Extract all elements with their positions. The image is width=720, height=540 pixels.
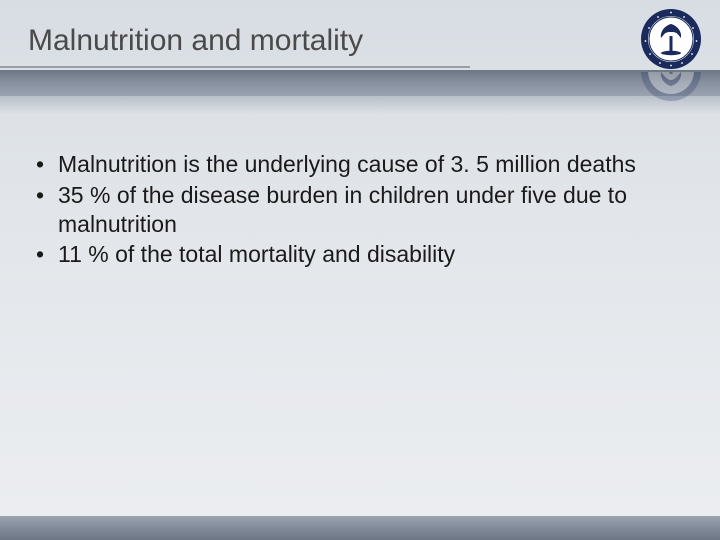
bullet-item: 35 % of the disease burden in children u… xyxy=(28,181,680,239)
institute-seal-reflection xyxy=(640,72,702,102)
header-bar xyxy=(0,70,720,96)
header-bar-reflection xyxy=(0,96,720,114)
content-region: Malnutrition is the underlying cause of … xyxy=(28,150,680,271)
bullet-item: 11 % of the total mortality and disabili… xyxy=(28,240,680,269)
bullet-item: Malnutrition is the underlying cause of … xyxy=(28,150,680,179)
slide-title: Malnutrition and mortality xyxy=(28,24,363,58)
title-underline xyxy=(0,66,470,68)
institute-seal-icon xyxy=(640,8,702,70)
bullet-list: Malnutrition is the underlying cause of … xyxy=(28,150,680,269)
header-region: Malnutrition and mortality xyxy=(0,0,720,100)
footer-bar xyxy=(0,516,720,540)
